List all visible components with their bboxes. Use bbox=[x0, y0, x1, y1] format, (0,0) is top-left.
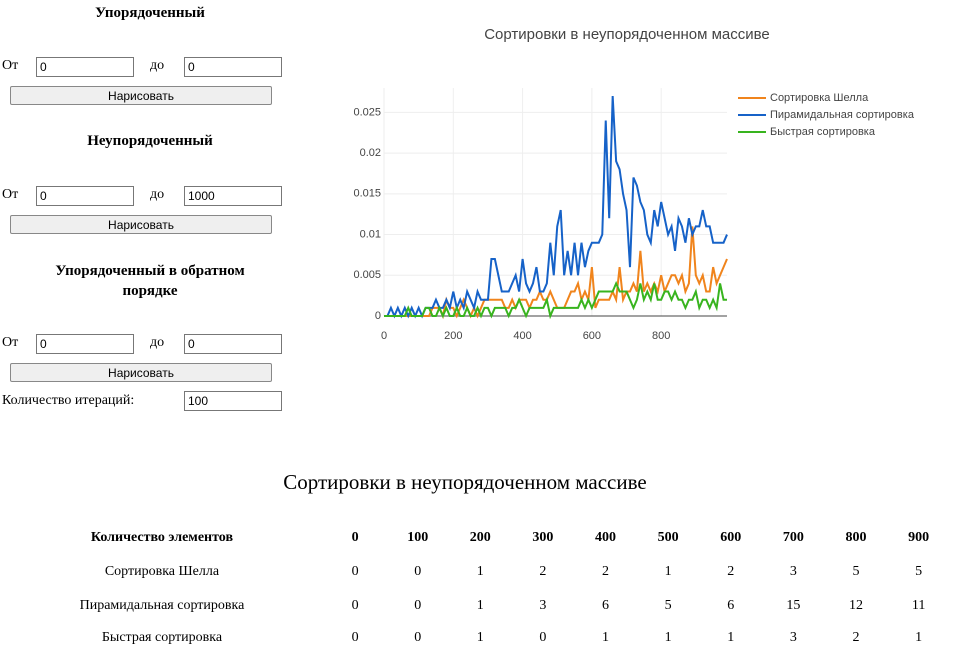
cell: 1 bbox=[664, 630, 672, 645]
header-cell: 400 bbox=[595, 530, 617, 545]
section-title: Неупорядоченный bbox=[87, 133, 213, 149]
cell: 0 bbox=[414, 564, 422, 579]
x-tick-label: 800 bbox=[652, 330, 670, 342]
series-line bbox=[384, 280, 727, 320]
section-title: Упорядоченный в обратном порядке bbox=[55, 263, 245, 299]
iterations-input[interactable] bbox=[184, 391, 282, 411]
cell: 2 bbox=[602, 564, 610, 579]
cell: 2 bbox=[852, 630, 860, 645]
cell: 5 bbox=[915, 564, 923, 579]
cell: 6 bbox=[602, 598, 610, 613]
x-tick-label: 200 bbox=[444, 330, 462, 342]
cell: 12 bbox=[848, 598, 863, 613]
chart-title: Сортировки в неупорядоченном массиве bbox=[484, 26, 770, 43]
cell: 2 bbox=[727, 564, 735, 579]
y-tick-label: 0.02 bbox=[360, 147, 381, 159]
to-input[interactable] bbox=[184, 186, 282, 206]
cell: 1 bbox=[602, 630, 610, 645]
legend-label: Быстрая сортировка bbox=[770, 126, 876, 138]
from-label: От bbox=[2, 58, 19, 73]
header-cell: 600 bbox=[720, 530, 742, 545]
header-cell: 900 bbox=[908, 530, 930, 545]
header-cell: Количество элементов bbox=[90, 530, 234, 545]
header-cell: 0 bbox=[351, 530, 359, 545]
to-label: до bbox=[150, 335, 165, 350]
to-input[interactable] bbox=[184, 57, 282, 77]
cell: 0 bbox=[351, 598, 359, 613]
cell: 5 bbox=[852, 564, 860, 579]
cell: 0 bbox=[539, 630, 547, 645]
form-panel: Упорядоченный От до Нарисовать Неупорядоченн… bbox=[0, 0, 300, 420]
cell: 2 bbox=[539, 564, 547, 579]
cell: 5 bbox=[664, 598, 672, 613]
cell: 1 bbox=[476, 564, 484, 579]
legend-label: Сортировка Шелла bbox=[770, 92, 869, 104]
from-input[interactable] bbox=[36, 186, 134, 206]
cell: 3 bbox=[789, 630, 797, 645]
header-cell: 700 bbox=[782, 530, 804, 545]
cell: 1 bbox=[727, 630, 735, 645]
to-input[interactable] bbox=[184, 334, 282, 354]
header-row: Количество элементов 0 100 200 300 400 500 600 7… bbox=[0, 522, 950, 554]
cell: 1 bbox=[664, 564, 672, 579]
x-tick-label: 0 bbox=[381, 330, 387, 342]
table-title: Сортировки в неупорядоченном массиве bbox=[283, 470, 647, 494]
draw-button[interactable]: Нарисовать bbox=[10, 86, 272, 105]
chart: Сортировки в неупорядоченном массиве 0 20… bbox=[353, 26, 915, 342]
y-tick-label: 0.025 bbox=[353, 106, 381, 118]
cell: 3 bbox=[539, 598, 547, 613]
x-tick-label: 400 bbox=[513, 330, 531, 342]
y-tick-label: 0.005 bbox=[353, 269, 381, 281]
legend-label: Пирамидальная сортировка bbox=[770, 109, 915, 121]
cell: Сортировка Шелла bbox=[104, 564, 220, 579]
cell: 0 bbox=[351, 630, 359, 645]
y-tick-label: 0.01 bbox=[360, 228, 381, 240]
cell: 0 bbox=[414, 598, 422, 613]
results-table: Количество элементов 0 100 200 300 400 500 600 7… bbox=[0, 522, 950, 654]
cell: 0 bbox=[414, 630, 422, 645]
row: Пирамидальная сортировка 0 0 1 3 6 5 6 15 12 11 bbox=[0, 590, 950, 622]
cell: 15 bbox=[786, 598, 801, 613]
cell: 11 bbox=[911, 598, 926, 613]
from-input[interactable] bbox=[36, 334, 134, 354]
header-cell: 100 bbox=[407, 530, 429, 545]
header-cell: 500 bbox=[657, 530, 679, 545]
cell: Пирамидальная сортировка bbox=[79, 598, 245, 613]
cell: Быстрая сортировка bbox=[101, 630, 223, 645]
row: Сортировка Шелла 0 0 1 2 2 1 2 3 5 5 bbox=[0, 554, 950, 590]
cell: 1 bbox=[915, 630, 923, 645]
header-cell: 800 bbox=[845, 530, 867, 545]
cell: 3 bbox=[789, 564, 797, 579]
cell: 1 bbox=[476, 598, 484, 613]
series-line bbox=[384, 96, 728, 319]
from-label: От bbox=[2, 187, 19, 202]
x-tick-label: 600 bbox=[583, 330, 601, 342]
draw-button[interactable]: Нарисовать bbox=[10, 215, 272, 234]
iterations-label: Количество итераций: bbox=[2, 393, 135, 408]
cell: 1 bbox=[476, 630, 484, 645]
from-label: От bbox=[2, 335, 19, 350]
y-tick-label: 0 bbox=[375, 310, 381, 322]
cell: 0 bbox=[351, 564, 359, 579]
from-input[interactable] bbox=[36, 57, 134, 77]
row: Быстрая сортировка 0 0 1 0 1 1 1 3 2 1 bbox=[0, 622, 950, 654]
to-label: до bbox=[150, 58, 165, 73]
header-cell: 300 bbox=[532, 530, 554, 545]
y-tick-label: 0.015 bbox=[353, 188, 381, 200]
cell: 6 bbox=[727, 598, 735, 613]
header-cell: 200 bbox=[469, 530, 491, 545]
to-label: до bbox=[150, 187, 165, 202]
draw-button[interactable]: Нарисовать bbox=[10, 363, 272, 382]
section-title: Упорядоченный bbox=[95, 5, 205, 21]
